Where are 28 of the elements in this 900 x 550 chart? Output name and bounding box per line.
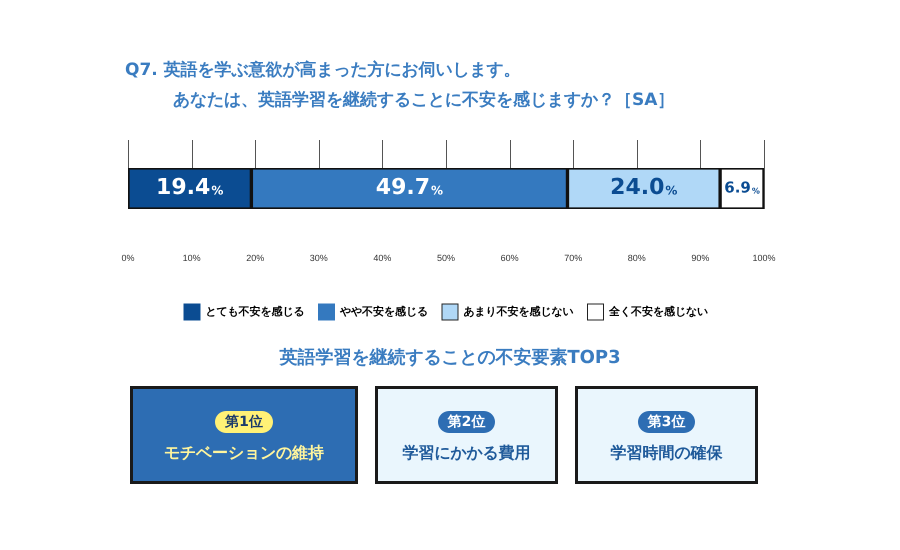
rank-badge: 第2位 bbox=[438, 411, 496, 433]
x-tick-label: 20% bbox=[246, 252, 264, 263]
legend-label: 全く不安を感じない bbox=[608, 305, 708, 318]
x-tick-label: 0% bbox=[121, 252, 135, 263]
legend-label: やや不安を感じる bbox=[339, 305, 428, 318]
x-tick-label: 10% bbox=[182, 252, 201, 263]
x-tick-label: 60% bbox=[500, 252, 519, 263]
chart-subtitle: あなたは、英語学習を継続することに不安を感じますか？［SA］ bbox=[173, 89, 674, 111]
data-label: 6.9% bbox=[724, 178, 760, 196]
x-tick-label: 90% bbox=[691, 252, 710, 263]
text: モチベーションの維持 bbox=[163, 443, 325, 464]
x-tick-label: 40% bbox=[373, 252, 392, 263]
x-tick-label: 50% bbox=[436, 252, 456, 263]
text: 英語学習を継続することの不安要素TOP3 bbox=[278, 346, 622, 369]
x-tick-label: 30% bbox=[310, 252, 328, 263]
x-tick-label: 70% bbox=[564, 252, 582, 263]
data-label: 49.7% bbox=[376, 175, 444, 200]
data-label: 19.4% bbox=[156, 175, 224, 200]
text: 学習時間の確保 bbox=[610, 443, 724, 464]
x-tick-label: 80% bbox=[628, 252, 646, 263]
data-label: 24.0% bbox=[610, 175, 678, 200]
chart-title: Q7. 英語を学ぶ意欲が高まった方にお伺いします。 bbox=[125, 59, 521, 81]
legend-label: とても不安を感じる bbox=[206, 305, 304, 318]
legend-label: あまり不安を感じない bbox=[464, 305, 574, 318]
x-tick-label: 100% bbox=[752, 252, 776, 263]
text: 学習にかかる費用 bbox=[402, 443, 532, 464]
rank-badge: 第1位 bbox=[215, 411, 273, 433]
rank-badge: 第3位 bbox=[638, 411, 696, 433]
